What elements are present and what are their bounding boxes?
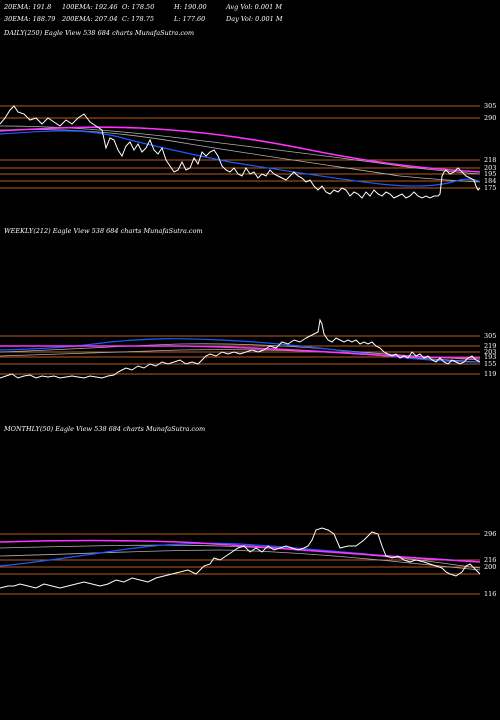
monthly-panel: 296 216 200 116: [0, 527, 496, 598]
daily-price-line: [0, 105, 481, 199]
monthly-tick-116: 116: [484, 590, 496, 598]
weekly-tick-305: 305: [484, 332, 496, 340]
stat-low: L: 177.60: [173, 15, 205, 23]
daily-panel: 305 290 218 203 195 184 175: [0, 102, 496, 199]
stat-200ema: 200EMA: 207.04: [61, 15, 118, 23]
daily-tick-305: 305: [484, 102, 496, 110]
monthly-tick-216: 216: [484, 556, 496, 564]
stat-high: H: 190.00: [173, 3, 207, 11]
daily-panel-label: DAILY(250) Eagle View 538 684 charts Mun…: [3, 29, 194, 37]
daily-tick-184: 184: [484, 177, 496, 185]
daily-ema-blue: [0, 130, 481, 187]
weekly-ema-grey-2: [0, 349, 481, 363]
daily-tick-290: 290: [484, 114, 496, 122]
daily-ema-magenta: [0, 126, 481, 173]
daily-tick-218: 218: [484, 156, 496, 164]
weekly-price-line: [0, 318, 481, 379]
daily-tick-203: 203: [484, 164, 496, 172]
daily-tick-175: 175: [484, 184, 496, 192]
stat-20ema: 20EMA: 191.8: [3, 3, 51, 11]
monthly-panel-label: MONTHLY(50) Eagle View 538 684 charts Mu…: [3, 425, 205, 433]
weekly-tick-193: 193: [484, 353, 496, 361]
daily-ema-grey-1: [0, 125, 481, 175]
daily-y-axis: 305 290 218 203 195 184 175: [484, 102, 496, 192]
monthly-price-line: [0, 527, 481, 589]
monthly-ema-magenta: [0, 539, 481, 563]
weekly-tick-155: 155: [484, 360, 496, 368]
weekly-tick-203: 203: [484, 348, 496, 356]
stat-30ema: 30EMA: 188.79: [4, 15, 55, 23]
monthly-y-axis: 296 216 200 116: [484, 530, 496, 598]
weekly-panel: 305 219 203 193 155 119: [0, 318, 496, 379]
monthly-tick-200: 200: [484, 563, 496, 571]
stat-day-vol: Day Vol: 0.001 M: [225, 15, 283, 23]
weekly-panel-label: WEEKLY(212) Eagle View 538 684 charts Mu…: [4, 227, 203, 235]
weekly-ema-blue: [0, 338, 481, 363]
stat-100ema: 100EMA: 192.46: [62, 3, 118, 11]
weekly-y-axis: 305 219 203 193 155 119: [484, 332, 496, 378]
weekly-ema-magenta: [0, 345, 481, 359]
stat-close: C: 178.75: [122, 15, 154, 23]
monthly-level-lines: [0, 533, 480, 595]
daily-level-lines: [0, 105, 480, 189]
daily-ema-lines: [0, 125, 481, 187]
weekly-tick-219: 219: [484, 342, 496, 350]
daily-tick-195: 195: [484, 170, 496, 178]
header-stats: 20EMA: 191.8 100EMA: 192.46 O: 178.50 H:…: [3, 3, 283, 23]
stat-open: O: 178.50: [122, 3, 154, 11]
stat-avg-vol: Avg Vol: 0.001 M: [225, 3, 282, 11]
monthly-tick-296: 296: [484, 530, 496, 538]
weekly-tick-119: 119: [484, 370, 496, 378]
